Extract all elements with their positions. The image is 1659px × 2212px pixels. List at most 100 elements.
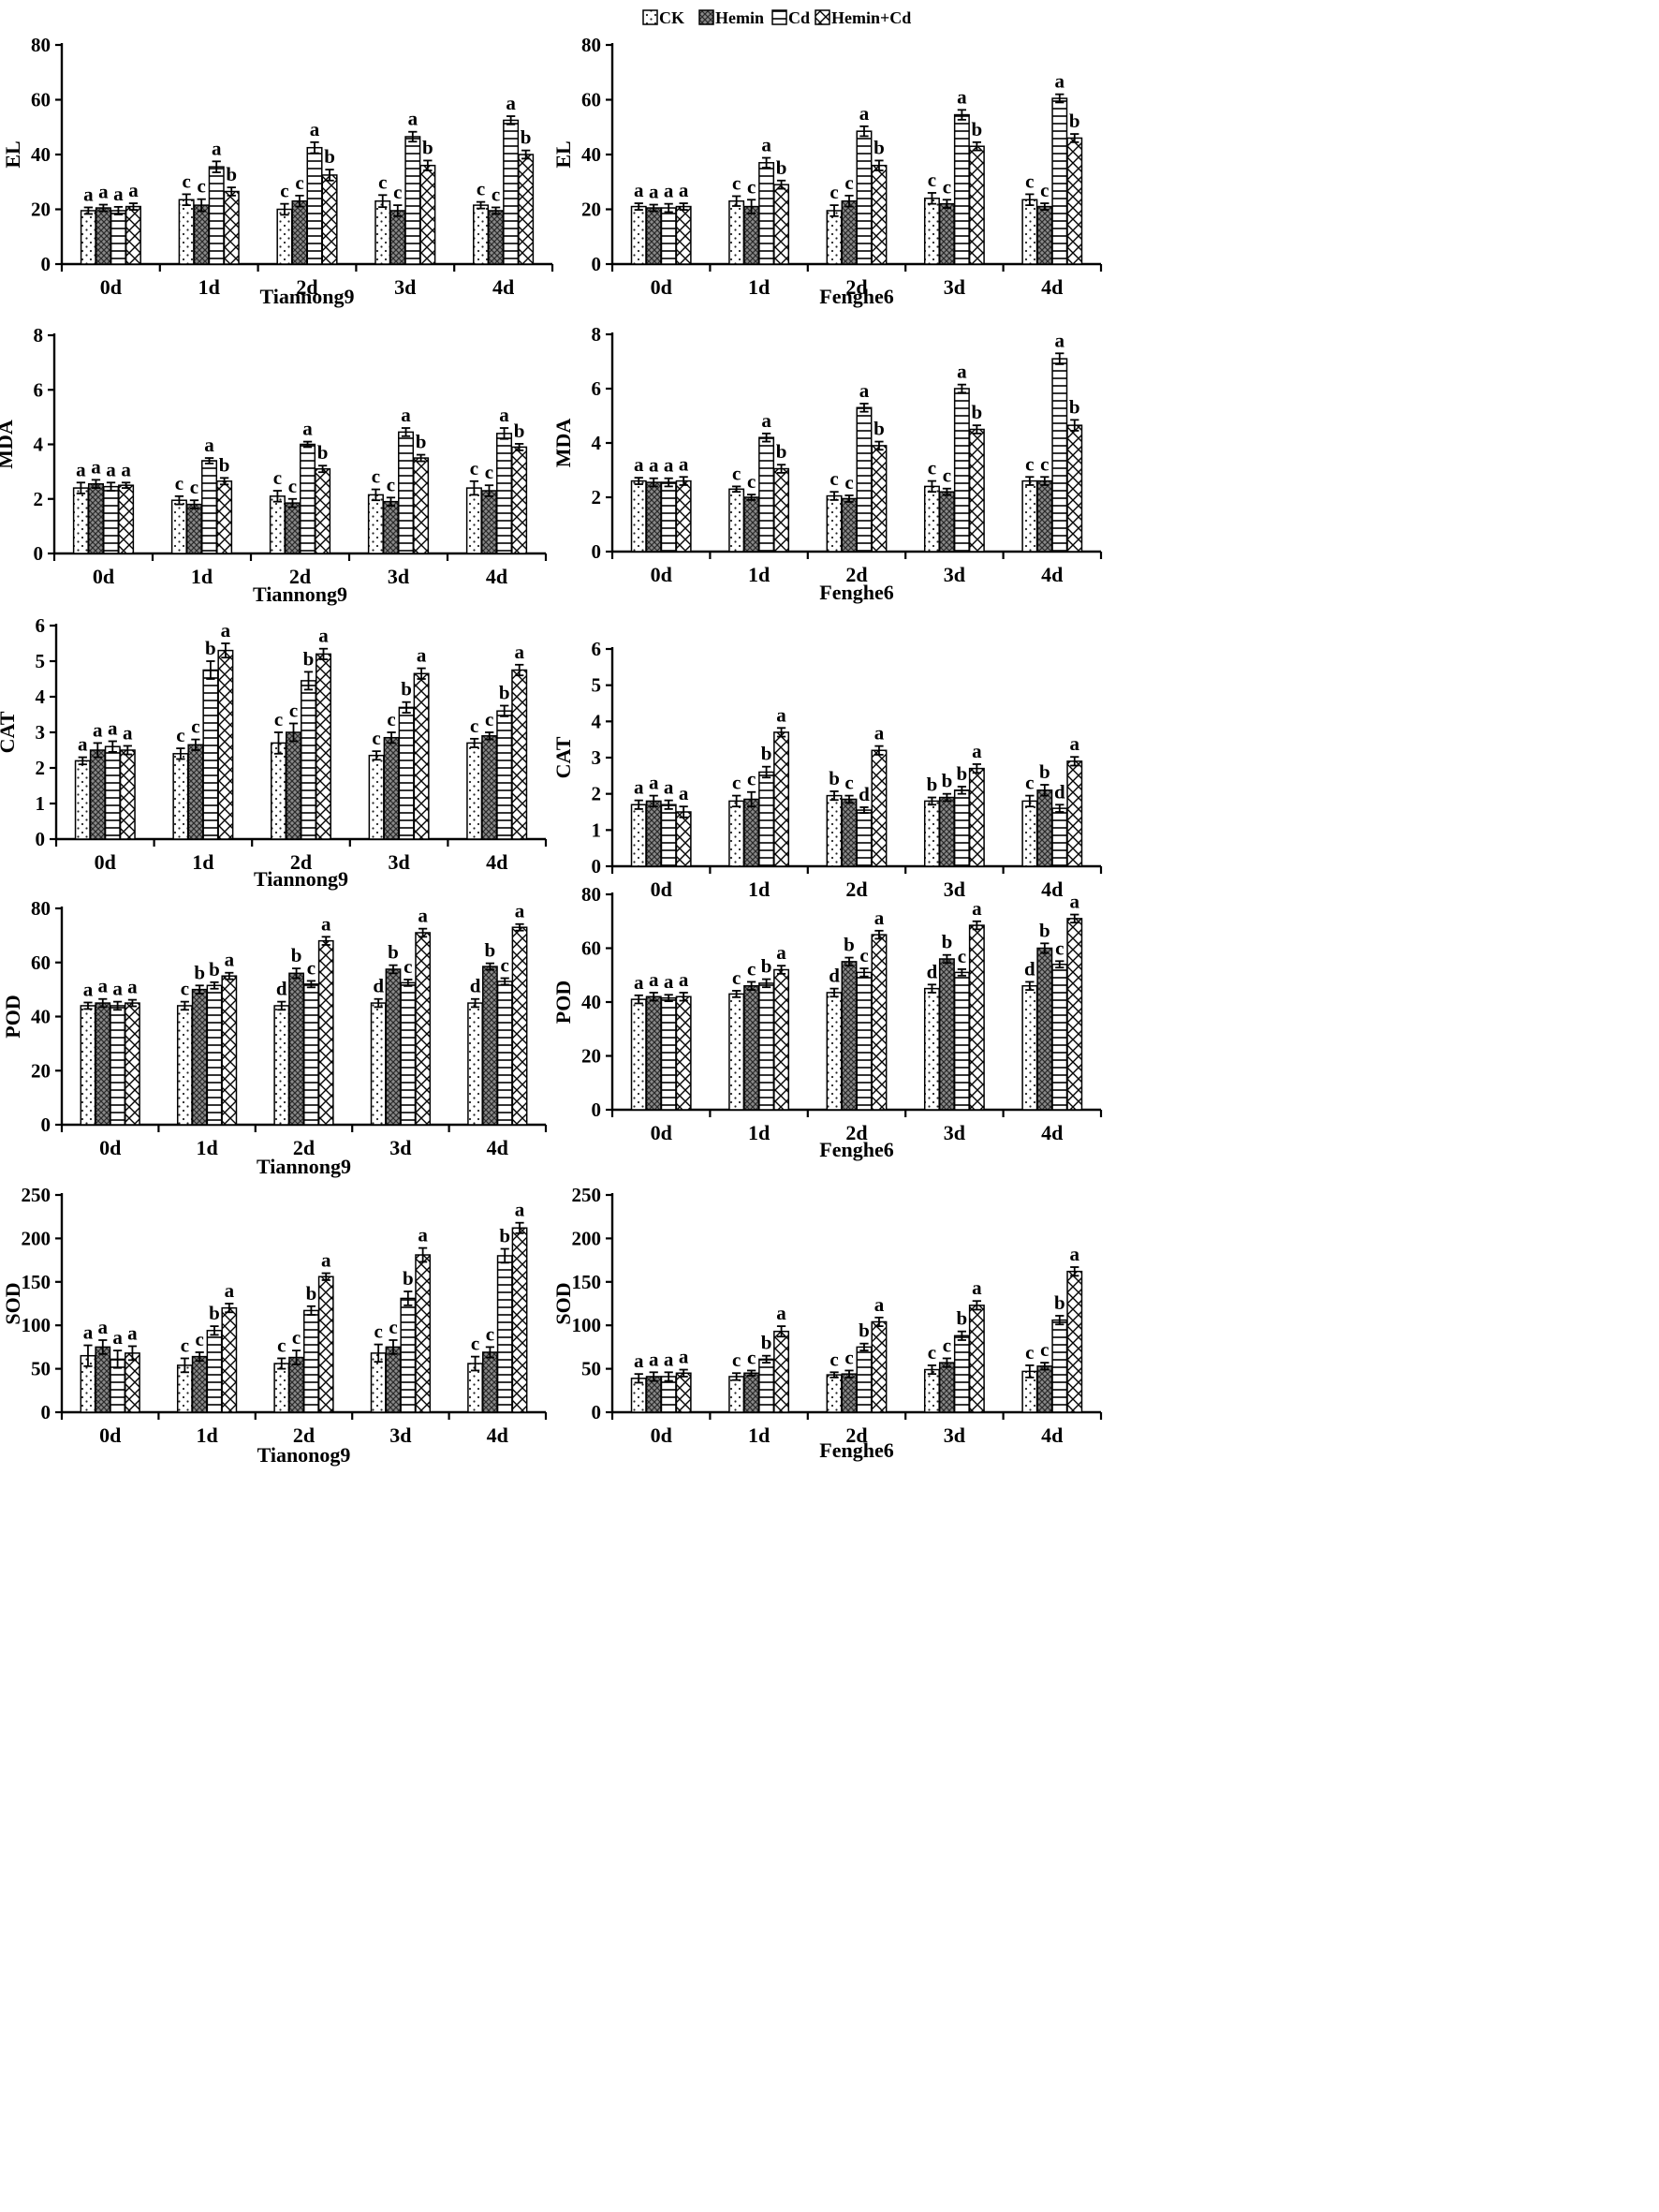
y-tick-label: 2 bbox=[592, 486, 602, 509]
bar-hemin-cd bbox=[675, 1372, 692, 1413]
y-tick-label: 5 bbox=[592, 674, 602, 697]
bar-hemin bbox=[938, 796, 955, 867]
bar-ck bbox=[178, 199, 195, 265]
significance-letter: c bbox=[747, 768, 756, 790]
significance-letter: b bbox=[1039, 919, 1050, 941]
bar-ck bbox=[630, 804, 647, 867]
bar-hemin bbox=[284, 502, 301, 554]
significance-letter: c bbox=[372, 727, 380, 749]
y-tick-label: 0 bbox=[34, 542, 44, 565]
bar-cd bbox=[660, 207, 677, 265]
significance-letter: b bbox=[972, 118, 983, 140]
significance-letter: b bbox=[219, 453, 230, 476]
bar-cd bbox=[110, 210, 126, 265]
y-axis-title: EL bbox=[551, 140, 575, 168]
legend-label-hemin-cd: Hemin+Cd bbox=[831, 8, 911, 27]
significance-letter: b bbox=[209, 1302, 220, 1324]
y-tick-label: 8 bbox=[592, 323, 602, 346]
significance-letter: a bbox=[679, 452, 689, 475]
bar-hemin-cd bbox=[773, 1330, 790, 1413]
significance-letter: b bbox=[291, 944, 302, 966]
y-tick-label: 200 bbox=[22, 1227, 51, 1249]
series-hemin: a cb bb bbox=[645, 919, 1053, 1111]
bar-cd bbox=[400, 1297, 417, 1413]
bar-ck bbox=[467, 1002, 483, 1126]
y-tick-label: 40 bbox=[581, 143, 601, 166]
significance-letter: a bbox=[408, 108, 418, 130]
x-tick-label: 2d bbox=[290, 850, 312, 874]
bar-hemin-cd bbox=[773, 968, 790, 1111]
significance-letter: c bbox=[958, 945, 966, 967]
significance-letter: c bbox=[274, 708, 283, 730]
significance-letter: c bbox=[943, 175, 951, 198]
y-tick-label: 6 bbox=[592, 377, 602, 400]
bar-cd bbox=[496, 710, 513, 840]
significance-letter: c bbox=[196, 1328, 204, 1350]
significance-letter: c bbox=[732, 772, 741, 794]
bar-ck bbox=[374, 199, 391, 265]
bar-cd bbox=[306, 146, 323, 265]
bar-ck bbox=[923, 800, 940, 867]
significance-letter: a bbox=[1055, 70, 1065, 93]
significance-letter: a bbox=[972, 740, 982, 762]
significance-letter: a bbox=[127, 976, 138, 998]
bar-ck bbox=[826, 794, 843, 867]
significance-letter: d bbox=[470, 975, 481, 997]
bar-hemin-cd bbox=[223, 190, 240, 265]
significance-letter: c bbox=[747, 1346, 756, 1368]
significance-letter: a bbox=[515, 900, 525, 922]
significance-letter: a bbox=[113, 183, 124, 205]
significance-letter: a bbox=[1070, 891, 1080, 913]
significance-letter: a bbox=[664, 1348, 674, 1370]
legend-swatch-ck bbox=[642, 9, 658, 25]
significance-letter: c bbox=[387, 473, 395, 495]
bar-ck bbox=[1021, 985, 1038, 1111]
bar-hemin bbox=[938, 1362, 955, 1413]
y-tick-label: 3 bbox=[36, 721, 46, 744]
x-tick-label: 1d bbox=[192, 850, 213, 874]
y-tick-label: 0 bbox=[592, 253, 602, 275]
x-tick-label: 3d bbox=[944, 563, 965, 586]
significance-letter: c bbox=[477, 178, 485, 200]
bar-ck bbox=[80, 1005, 96, 1126]
bar-hemin bbox=[480, 490, 497, 554]
significance-letter: a bbox=[417, 644, 427, 667]
bar-ck bbox=[1021, 199, 1038, 265]
significance-letter: a bbox=[515, 1199, 525, 1221]
bar-hemin bbox=[389, 210, 406, 265]
bar-hemin bbox=[1036, 947, 1053, 1111]
legend-item-ck: CK bbox=[642, 8, 684, 27]
bar-hemin-cd bbox=[317, 939, 334, 1126]
y-tick-label: 60 bbox=[581, 937, 601, 960]
bar-ck bbox=[466, 742, 483, 840]
x-tick-label: 4d bbox=[486, 565, 507, 588]
bar-cd bbox=[953, 789, 970, 867]
significance-letter: c bbox=[288, 475, 297, 497]
significance-letter: b bbox=[942, 770, 953, 792]
bar-hemin bbox=[938, 958, 955, 1111]
x-tick-label: 1d bbox=[748, 563, 770, 586]
significance-letter: d bbox=[1054, 780, 1065, 803]
x-tick-label: 3d bbox=[944, 1121, 965, 1144]
x-axis-title: Fenghe6 bbox=[819, 581, 893, 604]
series-hemin-cd: a a a a a bbox=[119, 619, 528, 840]
bar-cd bbox=[303, 1309, 319, 1413]
significance-letter: a bbox=[499, 404, 509, 426]
bar-hemin-cd bbox=[511, 446, 528, 554]
significance-letter: b bbox=[303, 647, 315, 670]
significance-letter: a bbox=[121, 458, 131, 480]
y-tick-label: 50 bbox=[581, 1358, 601, 1380]
significance-letter: c bbox=[1025, 1341, 1034, 1364]
x-tick-label: 2d bbox=[845, 1423, 867, 1447]
bar-hemin bbox=[743, 985, 760, 1111]
significance-letter: a bbox=[679, 968, 689, 991]
significance-letter: a bbox=[1055, 329, 1065, 351]
